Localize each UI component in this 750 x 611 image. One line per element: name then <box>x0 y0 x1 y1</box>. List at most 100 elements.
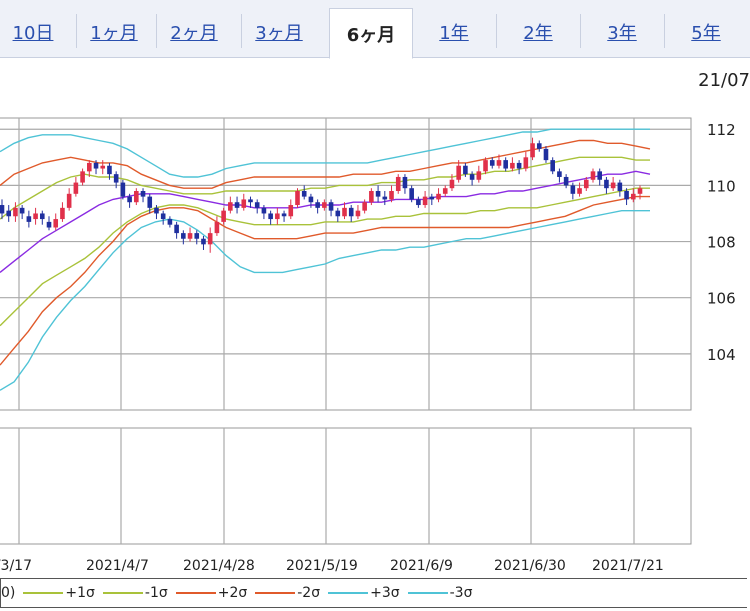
candle-body <box>489 160 495 166</box>
candle-body <box>160 213 166 220</box>
band-plus2 <box>0 139 651 189</box>
candle-body <box>328 202 334 211</box>
tab-0[interactable]: 10日 <box>12 23 54 44</box>
legend-swatch <box>175 592 216 594</box>
candle-body <box>463 165 468 175</box>
tab-separator <box>580 14 581 48</box>
candle-body <box>234 202 240 208</box>
candle-body <box>523 157 529 169</box>
candle-body <box>382 196 388 200</box>
candle-body <box>33 213 38 220</box>
y-tick-3: 110 <box>707 177 736 195</box>
candle-body <box>241 199 247 208</box>
price-panel <box>0 117 692 411</box>
candle-body <box>13 207 18 217</box>
legend-item-0: 0) <box>1 585 16 601</box>
candle-body <box>73 182 79 194</box>
candle-body <box>395 176 401 191</box>
tab-5[interactable]: 1年 <box>439 23 469 44</box>
candle-body <box>335 210 341 217</box>
x-tick-0: 21/3/17 <box>0 558 32 574</box>
legend-item-2: -1σ <box>102 585 168 601</box>
tab-8[interactable]: 5年 <box>691 23 721 44</box>
candle-body <box>261 207 267 214</box>
candle-body <box>308 196 314 203</box>
legend-item-3: +2σ <box>175 585 247 601</box>
legend-swatch <box>255 592 296 594</box>
candle-body <box>375 191 381 197</box>
candle-body <box>66 193 72 208</box>
candle-body <box>113 174 119 183</box>
tab-6[interactable]: 2年 <box>523 23 553 44</box>
candle-body <box>140 191 146 197</box>
candle-body <box>53 219 59 228</box>
candle-body <box>0 205 5 214</box>
candle-body <box>429 196 435 200</box>
candle-body <box>120 182 126 197</box>
candle-body <box>530 143 535 158</box>
candle-body <box>637 188 643 194</box>
candle-body <box>134 191 139 203</box>
candle-body <box>516 162 522 169</box>
candle-body <box>288 205 294 217</box>
candle-body <box>39 213 45 220</box>
candle-body <box>422 196 428 206</box>
candle-body <box>369 191 374 203</box>
candle-body <box>557 171 562 177</box>
candle-body <box>597 171 603 180</box>
tab-2[interactable]: 2ヶ月 <box>170 23 218 44</box>
x-tick-6: 2021/7/21 <box>592 558 664 574</box>
band-plus3 <box>0 128 650 178</box>
band-minus1 <box>0 187 650 327</box>
candle-body <box>624 191 629 200</box>
candle-body <box>483 160 488 172</box>
candle-body <box>362 202 367 211</box>
candle-body <box>510 162 515 169</box>
x-tick-5: 2021/6/30 <box>494 558 566 574</box>
candle-body <box>442 188 448 194</box>
candle-body <box>167 219 173 225</box>
candle-body <box>80 171 85 183</box>
tab-4[interactable]: 6ヶ月 <box>329 8 413 59</box>
candle-body <box>107 165 112 175</box>
tab-separator <box>156 14 157 48</box>
candle-body <box>207 233 213 245</box>
candle-body <box>449 179 455 189</box>
candle-body <box>389 191 394 200</box>
candle-body <box>194 233 200 239</box>
candle-body <box>127 196 132 203</box>
legend-item-6: -3σ <box>407 585 472 601</box>
candle-body <box>536 143 542 149</box>
legend-swatch <box>328 592 369 594</box>
x-tick-4: 2021/6/9 <box>390 558 453 574</box>
candle-body <box>543 148 549 161</box>
candle-body <box>254 202 260 208</box>
candle-body <box>174 224 179 234</box>
candle-body <box>6 210 12 217</box>
candle-body <box>402 176 408 189</box>
candle-body <box>268 213 273 220</box>
candle-body <box>630 193 636 200</box>
tab-7[interactable]: 3年 <box>607 23 637 44</box>
candle-body <box>550 160 555 172</box>
tab-separator <box>241 14 242 48</box>
candle-body <box>355 210 361 217</box>
candle-body <box>295 191 300 206</box>
legend-item-5: +3σ <box>328 585 400 601</box>
candle-body <box>181 233 186 239</box>
candle-body <box>590 171 596 180</box>
candle-body <box>301 191 307 197</box>
candle-body <box>187 233 193 239</box>
candle-body <box>348 207 354 217</box>
tab-1[interactable]: 1ヶ月 <box>90 23 138 44</box>
legend-swatch <box>407 592 448 594</box>
candle-body <box>26 216 32 222</box>
candle-body <box>100 165 106 169</box>
tab-3[interactable]: 3ヶ月 <box>255 23 303 44</box>
candle-body <box>322 202 327 208</box>
candle-body <box>456 165 461 180</box>
candle-body <box>46 221 52 228</box>
y-tick-4: 112 <box>707 121 736 139</box>
legend-item-4: -2σ <box>255 585 320 601</box>
legend-item-1: +1σ <box>23 585 95 601</box>
